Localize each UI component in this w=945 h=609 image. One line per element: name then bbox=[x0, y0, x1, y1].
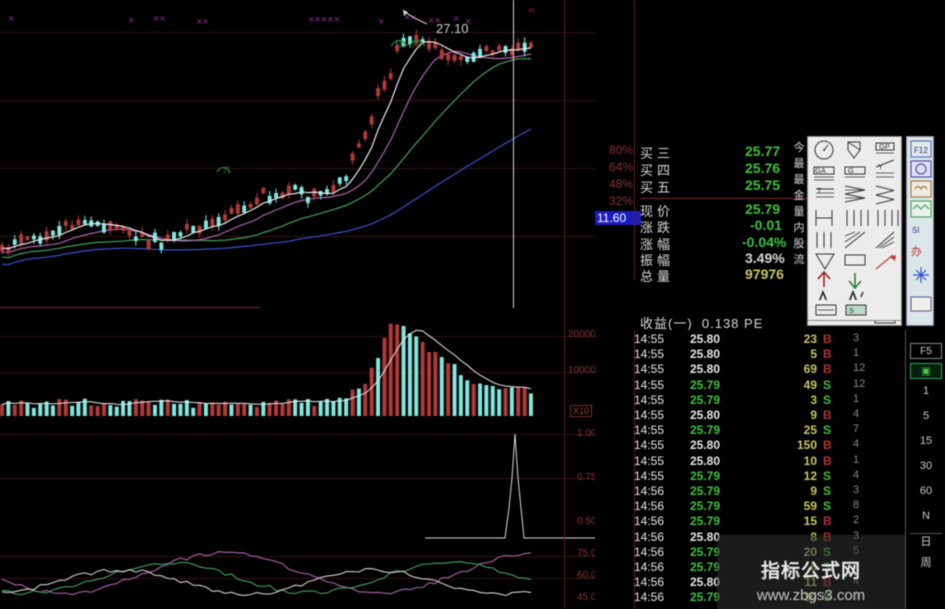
svg-text:S: S bbox=[849, 308, 854, 315]
svg-text:Y: Y bbox=[878, 162, 883, 171]
svg-text:GA: GA bbox=[815, 166, 826, 175]
svg-text:办: 办 bbox=[911, 245, 922, 258]
svg-text:T: T bbox=[817, 186, 822, 195]
svg-text:几: 几 bbox=[394, 39, 403, 49]
svg-text:G: G bbox=[848, 166, 854, 175]
svg-text:F12: F12 bbox=[914, 146, 928, 155]
svg-text:几: 几 bbox=[223, 166, 231, 175]
svg-text:SI: SI bbox=[912, 226, 920, 235]
svg-text:几: 几 bbox=[412, 39, 421, 49]
svg-text:GP: GP bbox=[879, 142, 890, 151]
